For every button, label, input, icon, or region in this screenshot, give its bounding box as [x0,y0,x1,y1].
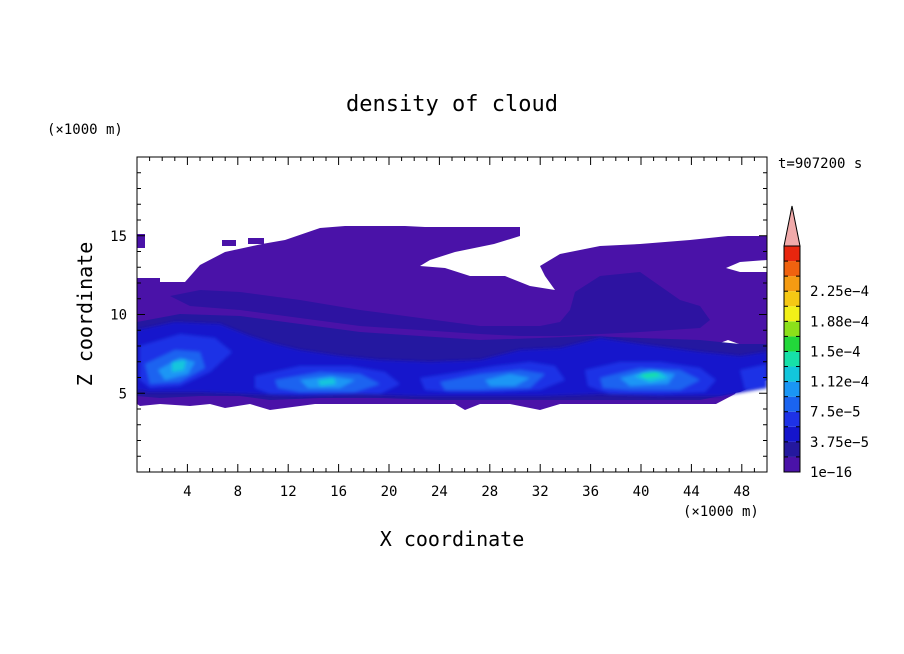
x-tick-label: 16 [330,484,347,500]
colorbar-segment [784,426,800,442]
colorbar-segment [784,276,800,292]
colorbar-segment [784,411,800,427]
colorbar: 1e−16 3.75e−5 7.5e−5 1.12e−4 1.5e−4 1.88e−4 2.… [783,205,869,481]
colorbar-segment [784,351,800,367]
colorbar-overflow-arrow [783,205,801,247]
cloud-core-light-blue [145,350,700,392]
y-tick-label: 10 [110,308,127,324]
colorbar-level-label: 1.88e−4 [810,314,869,330]
colorbar-level-label: 1.5e−4 [810,344,861,360]
x-tick-label: 4 [183,484,191,500]
colorbar-level-label: 7.5e−5 [810,405,861,421]
colorbar-level-label: 1.12e−4 [810,375,869,391]
y-axis-ticks: 5 10 15 [110,172,767,457]
cloud-core-group [137,322,767,396]
x-axis-label: X coordinate [380,527,525,551]
time-label: t=907200 s [778,156,862,172]
cloud-core-aqua [640,372,660,378]
x-tick-label: 48 [733,484,750,500]
colorbar-level-label: 3.75e−5 [810,435,869,451]
x-axis-ticks: 4 8 12 16 20 24 28 32 36 40 44 48 [149,157,755,500]
colorbar-level-label: 1e−16 [810,465,852,481]
colorbar-segment [784,396,800,412]
colorbar-segment [784,246,800,262]
colorbar-segment [784,456,800,472]
colorbar-segment [784,336,800,352]
colorbar-segment [784,441,800,457]
y-axis-unit: (×1000 m) [47,122,123,138]
colorbar-segment [784,261,800,277]
x-tick-label: 36 [582,484,599,500]
x-axis-unit: (×1000 m) [683,504,759,520]
cloud-layer-band [170,272,710,336]
colorbar-segment [784,306,800,322]
colorbar-segment [784,381,800,397]
y-tick-label: 15 [110,229,127,245]
chart-title: density of cloud [346,92,558,117]
colorbar-segment [784,291,800,307]
x-tick-label: 40 [633,484,650,500]
x-tick-label: 28 [481,484,498,500]
y-tick-label: 5 [119,386,127,402]
cloud-density-field [137,226,767,410]
x-tick-label: 32 [532,484,549,500]
x-tick-label: 8 [234,484,242,500]
colorbar-segment [784,321,800,337]
colorbar-segment [784,366,800,382]
x-tick-label: 20 [381,484,398,500]
colorbar-level-label: 2.25e−4 [810,284,869,300]
y-axis-label: Z coordinate [73,242,97,387]
x-tick-label: 24 [431,484,448,500]
x-tick-label: 44 [683,484,700,500]
x-tick-label: 12 [280,484,297,500]
